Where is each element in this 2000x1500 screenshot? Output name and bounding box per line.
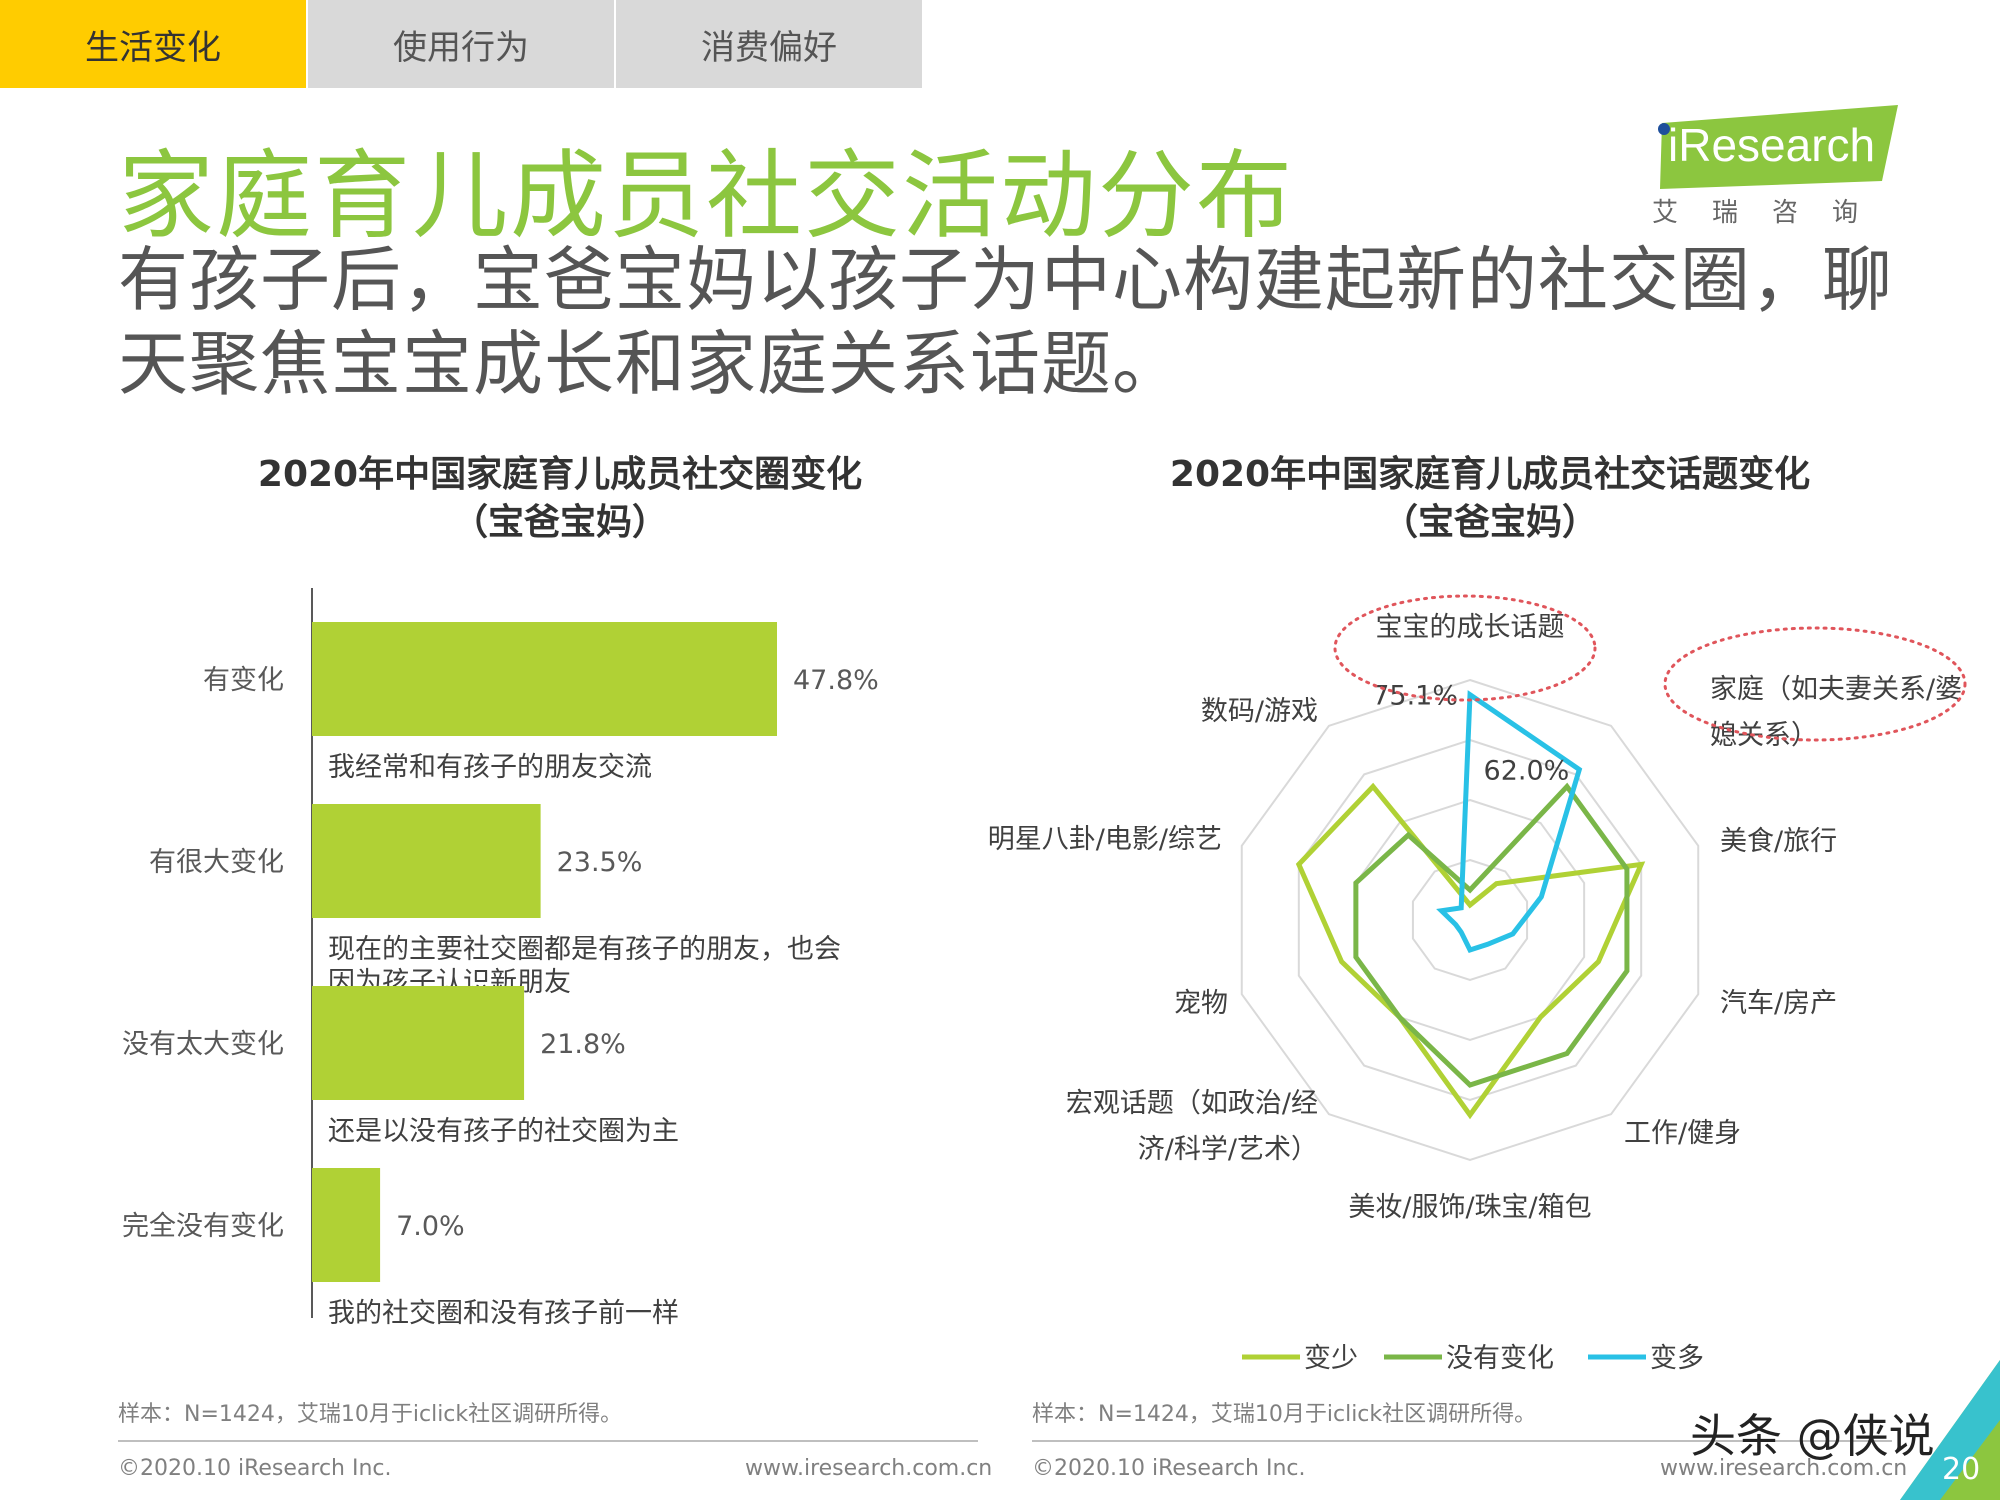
left-chart-title: 2020年中国家庭育儿成员社交圈变化 — [257, 454, 863, 495]
logo-text: iResearch — [1668, 119, 1876, 171]
value-label-3: 7.0% — [396, 1211, 465, 1242]
tab-life-change[interactable]: 生活变化 — [0, 0, 306, 88]
iresearch-logo — [1658, 105, 1898, 189]
footer-divider-left — [118, 1440, 978, 1442]
radar-axis-label-7-0: 宠物 — [1174, 988, 1228, 1019]
footer-url-left[interactable]: www.iresearch.com.cn — [745, 1456, 993, 1481]
value-label-0: 47.8% — [793, 665, 879, 696]
radar-series-1 — [1353, 782, 1630, 1088]
legend-label-0: 变少 — [1304, 1343, 1358, 1374]
page-subtitle: 有孩子后，宝爸宝妈以孩子为中心构建起新的社交圈，聊天聚焦宝宝成长和家庭关系话题。 — [118, 239, 1893, 405]
left-footnote: 样本：N=1424，艾瑞10月于iclick社区调研所得。 — [118, 1402, 623, 1427]
radar-series-0 — [1295, 782, 1646, 1120]
radar-axis-label-9-0: 数码/游戏 — [1201, 696, 1318, 727]
bar-1 — [312, 804, 541, 918]
radar-annotation-1: 62.0% — [1484, 756, 1570, 787]
radar-axis-label-4-0: 工作/健身 — [1624, 1118, 1741, 1149]
legend-label-1: 没有变化 — [1446, 1343, 1554, 1374]
tab-usage-behavior[interactable]: 使用行为 — [308, 0, 614, 88]
radar-axis-label-1-1: 媳关系） — [1710, 720, 1818, 751]
bar-3 — [312, 1168, 381, 1282]
radar-axis-label-1-0: 家庭（如夫妻关系/婆 — [1710, 674, 1962, 705]
radar-series-2 — [1436, 690, 1583, 954]
footer-url-right[interactable]: www.iresearch.com.cn — [1660, 1456, 1908, 1481]
bar-note-3-0: 我的社交圈和没有孩子前一样 — [328, 1298, 679, 1329]
logo-subtext: 艾瑞咨询 — [1652, 198, 1893, 228]
page-corner-decoration — [1900, 1360, 2000, 1500]
radar-axis-label-3-0: 汽车/房产 — [1720, 988, 1837, 1019]
radar-axis-label-8-0: 明星八卦/电影/综艺 — [988, 824, 1222, 855]
legend-label-2: 变多 — [1650, 1343, 1704, 1374]
tab-consumption-preference[interactable]: 消费偏好 — [616, 0, 922, 88]
radar-axis-label-0-0: 宝宝的成长话题 — [1376, 612, 1565, 643]
watermark-text: 头条 @侠说 — [1690, 1409, 1935, 1463]
category-label-1: 有很大变化 — [149, 847, 284, 878]
radar-axis-label-6-0: 宏观话题（如政治/经 — [1066, 1088, 1318, 1119]
right-chart-title: 2020年中国家庭育儿成员社交话题变化 — [1169, 454, 1811, 495]
bar-note-2-0: 还是以没有孩子的社交圈为主 — [328, 1116, 679, 1147]
footer-divider-right — [1032, 1440, 1892, 1442]
bar-2 — [312, 986, 525, 1100]
bar-0 — [312, 622, 777, 736]
bar-note-1-0: 现在的主要社交圈都是有孩子的朋友，也会 — [328, 934, 841, 965]
right-footnote: 样本：N=1424，艾瑞10月于iclick社区调研所得。 — [1032, 1402, 1537, 1427]
radar-grid-ring-2 — [1297, 738, 1643, 1102]
radar-axis-label-5-0: 美妆/服饰/珠宝/箱包 — [1348, 1192, 1591, 1223]
radar-grid-ring-3 — [1240, 678, 1700, 1162]
category-label-3: 完全没有变化 — [122, 1211, 284, 1242]
radar-axis-label-2-0: 美食/旅行 — [1720, 826, 1837, 857]
value-label-2: 21.8% — [540, 1029, 626, 1060]
highlight-ellipse-family — [1663, 626, 1967, 742]
value-label-1: 23.5% — [557, 847, 643, 878]
left-chart-subtitle: （宝爸宝妈） — [451, 502, 668, 543]
category-label-2: 没有太大变化 — [122, 1029, 284, 1060]
page-title: 家庭育儿成员社交活动分布 — [118, 140, 1294, 252]
radar-axis-label-6-1: 济/科学/艺术） — [1138, 1134, 1318, 1165]
bar-note-0-0: 我经常和有孩子的朋友交流 — [328, 752, 652, 783]
highlight-ellipse-growth — [1333, 594, 1597, 702]
radar-grid-ring-0 — [1411, 858, 1529, 982]
right-chart-subtitle: （宝爸宝妈） — [1381, 502, 1598, 543]
footer-copyright-right: ©2020.10 iResearch Inc. — [1032, 1456, 1306, 1481]
category-label-0: 有变化 — [203, 665, 284, 696]
footer-copyright-left: ©2020.10 iResearch Inc. — [118, 1456, 392, 1481]
radar-grid-ring-1 — [1354, 798, 1586, 1042]
page-number: 20 — [1942, 1452, 1981, 1487]
